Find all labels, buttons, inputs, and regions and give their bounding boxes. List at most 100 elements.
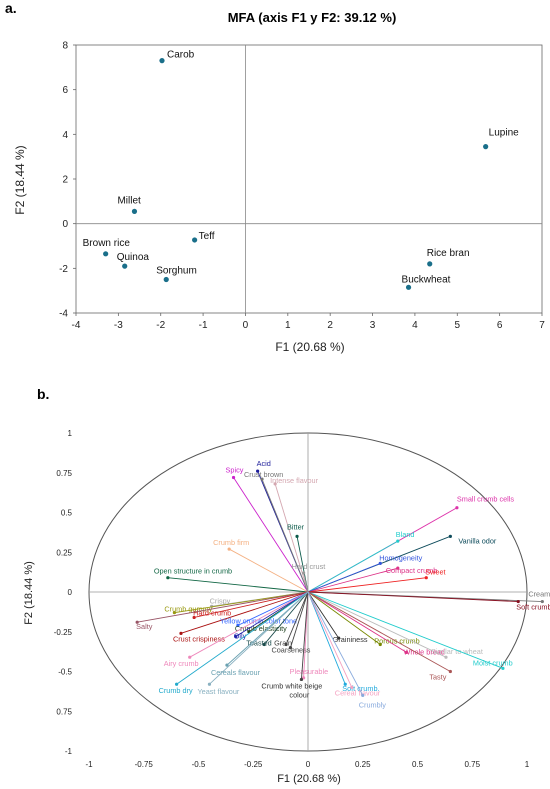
variable-point <box>378 561 382 565</box>
y-tick-label: -1 <box>65 747 73 756</box>
variable-point <box>516 599 520 604</box>
y-tick-label: 0.75 <box>56 707 72 716</box>
y-tick-label: -0.5 <box>58 668 72 677</box>
y-tick-label: 0.75 <box>56 469 72 478</box>
variable-point <box>179 631 183 635</box>
variable-label: Sweet <box>425 568 445 577</box>
x-tick-label: 0 <box>243 320 249 331</box>
variable-label: Homogeneity <box>379 553 422 562</box>
variable-point <box>231 475 236 480</box>
variable-arrow <box>137 591 309 623</box>
x-tick-label: -4 <box>72 320 81 331</box>
variable-label: Crumb dry <box>159 686 193 695</box>
variable-label: Grain <box>274 638 292 647</box>
variable-arrow <box>307 591 346 685</box>
y-tick-label: 0.5 <box>61 509 73 518</box>
variable-label: Similar to wheat <box>431 647 483 656</box>
variable-point <box>207 682 212 686</box>
point-label: Carob <box>167 50 195 61</box>
variable-label: Crust brown <box>244 470 283 479</box>
variable-point <box>288 646 293 650</box>
y-tick-label: 0 <box>68 588 73 597</box>
correlation-circle-chart: -1 -0.75 -0.5 -0.25 0 0.25 0.5 0.75 1 1 0.75 0.5 0.2… <box>23 429 550 785</box>
y-tick-label: -4 <box>59 309 68 320</box>
variable-label: Tasty <box>429 673 446 682</box>
y-tick-label: -2 <box>59 264 68 275</box>
variable-label: Soft crumb <box>516 603 550 612</box>
y-tick-label: 4 <box>62 130 68 141</box>
data-point <box>483 144 489 150</box>
x-tick-label: 5 <box>454 320 460 331</box>
variable-label: Soft crumb. <box>342 684 379 693</box>
point-label: Buckwheat <box>402 274 451 285</box>
variable-point <box>188 655 192 659</box>
x-tick-label: 0 <box>306 760 311 769</box>
variable-arrow <box>228 548 309 593</box>
variable-arrow <box>307 577 427 593</box>
y-tick-label: 0.25 <box>56 548 72 557</box>
variable-point <box>501 666 505 670</box>
variable-label: Bland <box>396 530 415 539</box>
variable-arrow <box>167 577 309 593</box>
variable-point <box>361 693 365 697</box>
chart-a-xlabel: F1 (20.68 %) <box>275 340 344 354</box>
x-tick-label: -1 <box>199 320 208 331</box>
point-label: Lupine <box>489 128 519 139</box>
variable-label: Yellow crumb color tone <box>220 616 297 625</box>
variable-point <box>234 634 238 639</box>
variable-point <box>192 615 196 620</box>
variable-point <box>455 506 459 510</box>
variable-label: Small crumb cells <box>457 495 515 504</box>
variable-arrow <box>233 477 309 593</box>
variable-arrow <box>209 591 309 685</box>
variable-point <box>273 482 277 486</box>
data-point <box>405 284 412 290</box>
point-label: Brown rice <box>83 238 131 249</box>
variable-arrow <box>189 591 309 658</box>
variable-label: Pleasurable <box>290 667 329 676</box>
variable-point <box>299 677 304 682</box>
x-tick-label: -0.75 <box>135 760 154 769</box>
point-label: Quinoa <box>117 252 150 263</box>
variable-point <box>448 534 452 538</box>
variable-arrow <box>194 591 309 618</box>
x-tick-label: 2 <box>327 320 333 331</box>
variable-label: Compact crumb <box>386 566 438 575</box>
point-label: Rice bran <box>427 248 470 259</box>
variable-arrow <box>307 591 353 688</box>
variable-label: Intense flavour <box>270 476 318 485</box>
variable-arrow <box>180 591 309 634</box>
x-tick-label: -0.25 <box>244 760 263 769</box>
data-point <box>103 251 109 257</box>
y-tick-label: 1 <box>68 429 73 438</box>
variable-point <box>343 682 347 686</box>
x-tick-label: 0.25 <box>355 760 371 769</box>
y-tick-label: 6 <box>62 85 68 96</box>
variable-label: Porous crumb <box>374 636 419 645</box>
variable-label: Hard crust <box>292 562 326 571</box>
variable-arrow <box>237 591 309 626</box>
variable-point <box>256 469 260 473</box>
variable-arrow <box>307 591 364 696</box>
variable-arrow <box>307 591 340 639</box>
y-tick-label: 8 <box>62 41 68 52</box>
point-label: Teff <box>199 231 215 242</box>
point-label: Millet <box>117 195 141 206</box>
variable-point <box>404 650 409 655</box>
variable-label: Acid <box>257 459 271 468</box>
variable-point <box>284 642 288 647</box>
x-tick-label: 3 <box>370 320 376 331</box>
variable-arrow <box>303 572 309 593</box>
variable-point <box>295 534 299 538</box>
variable-arrow <box>174 591 309 614</box>
variable-point <box>175 682 179 686</box>
variable-label: Crust crispiness <box>173 634 225 643</box>
variable-label: Whole bread <box>404 647 445 656</box>
y-tick-label: -0.25 <box>54 628 73 637</box>
x-tick-label: -1 <box>85 760 93 769</box>
variable-label: Crumb gummy <box>164 605 212 614</box>
variable-point <box>166 576 170 580</box>
variable-arrow <box>274 483 309 593</box>
variable-label: Yeast flavour <box>197 687 239 696</box>
